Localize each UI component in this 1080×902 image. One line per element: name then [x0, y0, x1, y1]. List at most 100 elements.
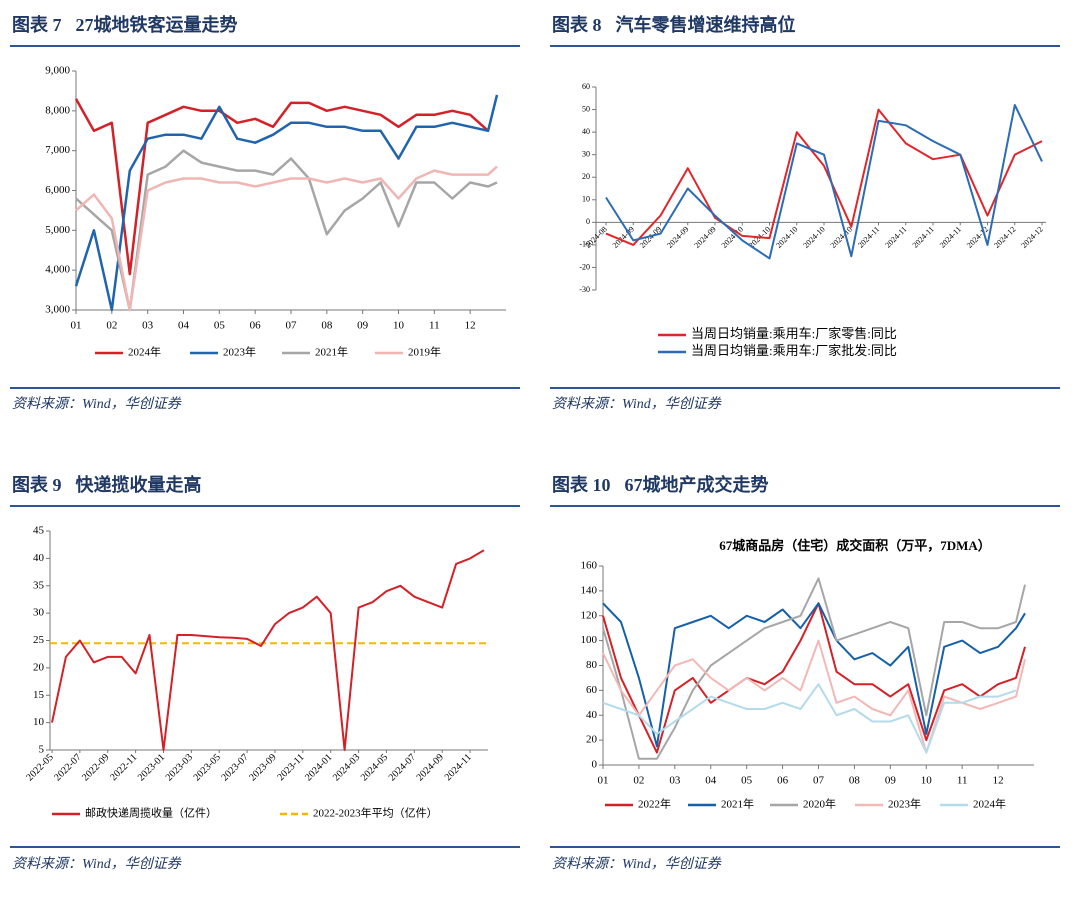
- series-line: [602, 577, 1026, 760]
- y-tick-label: 40: [586, 709, 598, 721]
- x-tick-label: 2023-07: [219, 752, 250, 783]
- x-tick-label: 01: [598, 775, 609, 787]
- legend-label: 2021年: [315, 345, 348, 359]
- chart-title: 27城地铁客运量走势: [76, 14, 238, 35]
- series-line: [605, 104, 1043, 260]
- y-tick-label: 140: [581, 584, 598, 596]
- y-tick-label: -10: [579, 240, 590, 249]
- series-line: [602, 639, 1026, 754]
- x-tick-label: 02: [106, 320, 117, 332]
- x-tick-label: 2024-10: [829, 225, 854, 250]
- chart-subtitle: 67城商品房（住宅）成交面积（万平，7DMA）: [719, 538, 991, 553]
- x-tick-label: 11: [429, 320, 440, 332]
- x-tick-label: 08: [321, 320, 333, 332]
- header: 图表 9 快递揽收量走高: [12, 474, 202, 495]
- x-tick-label: 2024-11: [856, 225, 881, 250]
- figure-label: 图表 7: [12, 14, 62, 35]
- y-tick-label: 35: [33, 579, 45, 591]
- source: 资料来源：Wind，华创证券: [552, 856, 722, 872]
- y-tick-label: 60: [586, 684, 598, 696]
- legend-label: 2024年: [973, 797, 1006, 811]
- y-tick-label: 10: [33, 716, 45, 728]
- y-tick-label: 40: [33, 552, 45, 564]
- x-tick-label: 03: [142, 320, 154, 332]
- source: 资料来源：Wind，华创证券: [12, 396, 182, 412]
- x-tick-label: 04: [705, 775, 717, 787]
- x-tick-label: 06: [250, 320, 262, 332]
- x-tick-label: 10: [393, 320, 405, 332]
- x-tick-label: 2024-11: [911, 225, 936, 250]
- x-tick-label: 2023-03: [164, 752, 195, 783]
- source: 资料来源：Wind，华创证券: [552, 396, 722, 412]
- y-tick-label: 60: [582, 82, 590, 91]
- legend-label: 当周日均销量:乘用车:厂家零售:同比: [691, 326, 897, 341]
- y-tick-label: 0: [592, 759, 598, 771]
- x-tick-label: 2022-05: [24, 752, 55, 783]
- y-tick-label: 100: [581, 634, 598, 646]
- y-tick-label: -30: [579, 285, 590, 294]
- legend-label: 邮政快递周揽收量（亿件）: [85, 806, 217, 820]
- y-tick-label: 20: [586, 734, 598, 746]
- x-tick-label: 2024-11: [443, 752, 474, 783]
- x-tick-label: 2024-09: [415, 752, 446, 783]
- x-tick-label: 09: [357, 320, 369, 332]
- x-tick-label: 05: [741, 775, 753, 787]
- header: 图表 8 汽车零售增速维持高位: [552, 14, 796, 35]
- x-tick-label: 2024-09: [665, 225, 690, 250]
- x-tick-label: 07: [813, 775, 825, 787]
- x-tick-label: 06: [777, 775, 789, 787]
- y-tick-label: 10: [582, 195, 590, 204]
- series-line: [605, 108, 1043, 246]
- y-tick-label: 8,000: [45, 104, 70, 116]
- x-tick-label: 2024-12: [965, 225, 990, 250]
- legend-label: 2019年: [408, 345, 441, 359]
- y-tick-label: -20: [579, 262, 590, 271]
- header: 图表 7 27城地铁客运量走势: [12, 14, 238, 35]
- y-tick-label: 160: [581, 560, 598, 572]
- x-tick-label: 2024-03: [331, 752, 362, 783]
- y-tick-label: 30: [33, 607, 45, 619]
- y-tick-label: 20: [582, 172, 590, 181]
- y-tick-label: 25: [33, 634, 45, 646]
- x-tick-label: 2022-11: [108, 752, 139, 783]
- header: 图表 10 67城地产成交走势: [552, 474, 769, 495]
- y-tick-label: 15: [33, 689, 45, 701]
- x-tick-label: 2024-07: [387, 752, 418, 783]
- x-tick-label: 10: [921, 775, 933, 787]
- legend-label: 2024年: [128, 345, 161, 359]
- x-tick-label: 11: [957, 775, 968, 787]
- chart-title: 快递揽收量走高: [76, 474, 202, 495]
- x-tick-label: 2024-01: [303, 752, 334, 783]
- y-tick-label: 7,000: [45, 144, 70, 156]
- y-tick-label: 40: [582, 127, 590, 136]
- y-tick-label: 3,000: [45, 304, 70, 316]
- x-tick-label: 07: [286, 320, 298, 332]
- y-tick-label: 50: [582, 104, 590, 113]
- chart-title: 汽车零售增速维持高位: [616, 14, 796, 35]
- legend-label: 2022-2023年平均（亿件）: [313, 806, 438, 820]
- y-tick-label: 9,000: [45, 65, 70, 77]
- x-tick-label: 05: [214, 320, 226, 332]
- x-tick-label: 03: [669, 775, 681, 787]
- x-tick-label: 2024-09: [692, 225, 717, 250]
- legend-label: 2021年: [721, 797, 754, 811]
- x-tick-label: 01: [71, 320, 82, 332]
- x-tick-label: 2024-11: [938, 225, 963, 250]
- series-line: [74, 98, 489, 276]
- y-tick-label: 120: [581, 609, 598, 621]
- x-tick-label: 02: [633, 775, 644, 787]
- y-tick-label: 4,000: [45, 264, 70, 276]
- figure-label: 图表 8: [552, 14, 602, 35]
- series-line: [602, 683, 1017, 754]
- x-tick-label: 2023-09: [247, 752, 278, 783]
- x-tick-label: 08: [849, 775, 861, 787]
- series-line: [51, 549, 485, 751]
- figure-label: 图表 9: [12, 474, 62, 495]
- x-tick-label: 2024-10: [774, 225, 799, 250]
- legend-label: 当周日均销量:乘用车:厂家批发:同比: [691, 343, 897, 358]
- y-tick-label: 6,000: [45, 184, 70, 196]
- series-line: [75, 149, 498, 312]
- y-tick-label: 80: [586, 659, 598, 671]
- x-tick-label: 2024-05: [359, 752, 390, 783]
